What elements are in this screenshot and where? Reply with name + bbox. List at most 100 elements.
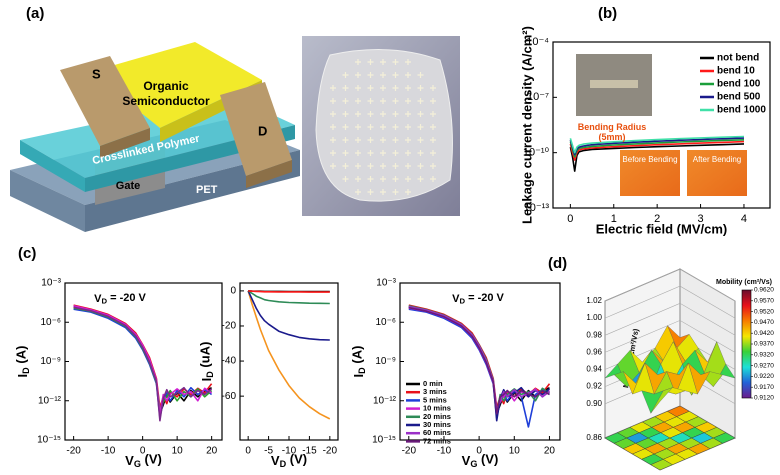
z-tick-label: 0.96 (586, 347, 602, 356)
semiconductor-top (90, 42, 262, 128)
series-line (569, 143, 745, 172)
polymer-top (20, 95, 295, 178)
x-tick-label: 20 (206, 446, 218, 457)
series-line (247, 290, 331, 420)
legend-label: 3 mins (423, 387, 447, 396)
x-tick-label: -20 (402, 446, 417, 457)
substrate-label: PET (196, 184, 218, 196)
x-tick-label: 20 (544, 446, 556, 457)
electrode (367, 176, 374, 182)
electrode (380, 163, 386, 169)
y-axis-label: ID (uA) (198, 342, 216, 382)
electrode (367, 72, 374, 78)
y-tick-label: 10⁻¹² (373, 395, 397, 406)
electrode (380, 59, 386, 65)
z-tick-label: 0.86 (586, 433, 602, 442)
electrode (355, 72, 361, 78)
colorbar-tick-label: 0.9420 (754, 330, 774, 337)
legend-label: bend 10 (717, 66, 755, 77)
y-tick-label: 10⁻⁶ (40, 317, 61, 328)
y-tick-label: 10⁻³ (376, 278, 396, 289)
legend-label: bend 500 (717, 92, 761, 103)
x-tick-label: 10 (172, 446, 184, 457)
inset-text-line: Bending Radius (578, 122, 647, 132)
electrode (367, 150, 374, 156)
panel-label: (d) (548, 255, 567, 272)
y-tick-label: 10⁻¹³ (524, 202, 550, 214)
floor-cell (712, 432, 736, 444)
electrode (430, 124, 436, 130)
x-tick-label: 4 (741, 213, 747, 225)
electrode (380, 189, 386, 195)
y-tick-label: 10⁻⁷ (527, 91, 549, 103)
y-tick-label: -20 (222, 321, 237, 332)
series-line (569, 140, 745, 161)
electrode (392, 163, 399, 169)
annotation: VD = -20 V (94, 292, 146, 306)
y-tick-label: -60 (222, 391, 237, 402)
y-axis-label-part: D (358, 367, 368, 374)
electrode (342, 72, 349, 78)
x-tick-label: 0 (140, 446, 146, 457)
legend-label: 60 mins (423, 428, 451, 437)
inset-text-line: (5mm) (598, 132, 625, 142)
z-grid-line (604, 268, 736, 302)
y-tick-label: 10⁻¹⁰ (523, 147, 550, 159)
electrode (367, 111, 374, 117)
x-tick-label: 3 (697, 213, 703, 225)
electrode (417, 72, 424, 78)
electrode (355, 124, 361, 130)
y-axis-label-part: D (22, 367, 32, 374)
legend-label: bend 1000 (717, 105, 766, 116)
electrode (342, 98, 349, 104)
electrode (367, 98, 374, 104)
series-line (73, 306, 213, 422)
legend-label: 10 mins (423, 404, 451, 413)
electrode (417, 98, 424, 104)
colorbar-tick-label: 0.9370 (754, 341, 774, 348)
pet-front (10, 170, 85, 232)
electrode (380, 72, 386, 78)
annotation-part: D (101, 297, 107, 306)
electrode (380, 150, 386, 156)
electrode (342, 163, 349, 169)
electrode (367, 124, 374, 130)
legend-label: 72 mins (423, 436, 451, 445)
electrode (330, 137, 336, 143)
y-axis-label-part: I (351, 374, 366, 378)
x-axis-label-part: (V) (286, 452, 307, 467)
electrode (417, 176, 424, 182)
electrode (342, 176, 349, 182)
x-tick-label: -5 (264, 446, 273, 457)
drain-label: D (258, 123, 267, 138)
z-grid-line (604, 285, 736, 319)
y-axis-label-part: I (199, 378, 214, 382)
electrode (330, 124, 336, 130)
electrode (367, 189, 374, 195)
surface-cell (650, 387, 673, 414)
x-tick-label: 1 (611, 213, 617, 225)
x-axis-label-part: G (134, 460, 141, 470)
electrode (430, 98, 436, 104)
x-tick-label: -10 (101, 446, 116, 457)
y-tick-label: 10⁻⁶ (375, 317, 396, 328)
x-tick-label: 0 (245, 446, 251, 457)
electrode (430, 85, 436, 91)
electrode (355, 98, 361, 104)
legend-label: 0 min (423, 379, 443, 388)
annotation: VD = -20 V (452, 292, 504, 306)
electrode (405, 124, 411, 130)
colorbar-title: Mobility (cm²/Vs) (716, 279, 772, 286)
colorbar-tick-label: 0.9470 (754, 319, 774, 326)
series-line (408, 306, 550, 415)
electrode (392, 124, 399, 130)
electrode (405, 150, 411, 156)
electrode (342, 137, 349, 143)
x-tick-label: 2 (654, 213, 660, 225)
colorbar-tick-label: 0.9220 (754, 373, 774, 380)
semiconductor-line: Organic (143, 79, 189, 93)
x-axis-label-part: V (271, 453, 280, 468)
x-axis-label-part: (V) (141, 452, 162, 467)
semiconductor-label: Organic Semiconductor (122, 79, 210, 108)
